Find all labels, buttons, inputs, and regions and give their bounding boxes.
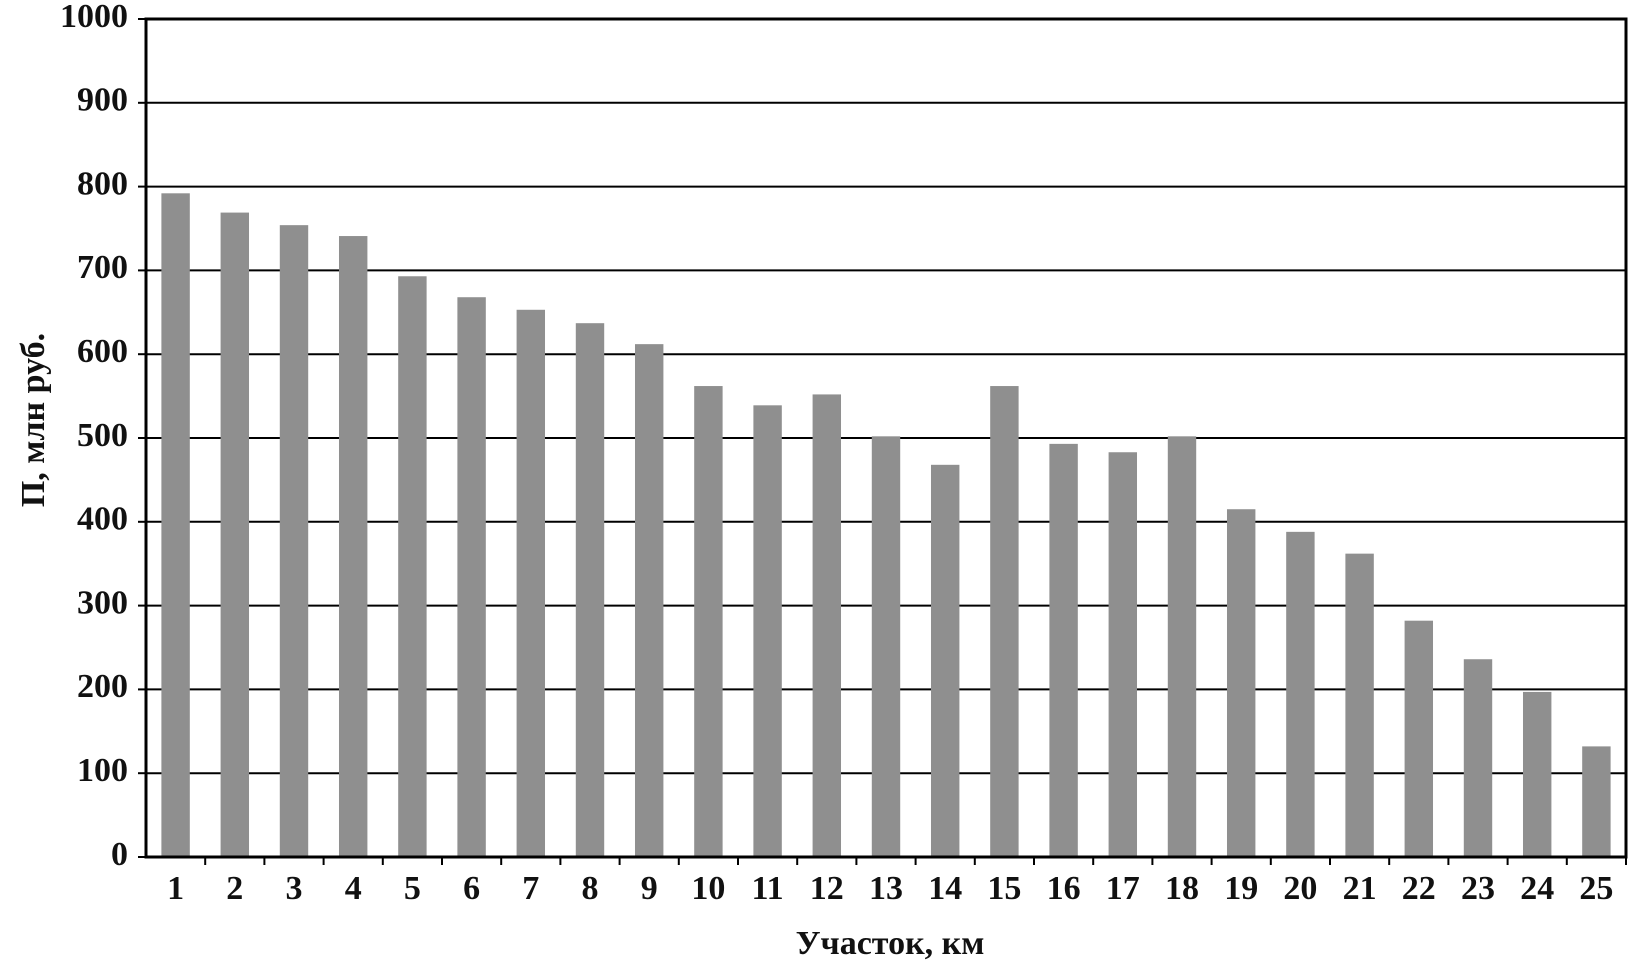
x-tick-label: 24 bbox=[1520, 870, 1554, 907]
x-tick-label: 17 bbox=[1106, 870, 1140, 907]
x-tick-label: 5 bbox=[404, 870, 421, 907]
y-tick-label: 900 bbox=[77, 82, 128, 119]
x-tick-label: 12 bbox=[810, 870, 844, 907]
bar bbox=[1404, 620, 1434, 857]
x-tick-label: 22 bbox=[1402, 870, 1436, 907]
x-tick-label: 7 bbox=[522, 870, 539, 907]
y-tick-label: 600 bbox=[77, 333, 128, 370]
bar bbox=[694, 386, 723, 857]
x-axis-label: Участок, км bbox=[796, 925, 985, 962]
x-tick-label: 21 bbox=[1343, 870, 1377, 907]
bar bbox=[990, 386, 1019, 857]
y-tick-label: 500 bbox=[77, 417, 128, 454]
bar bbox=[161, 193, 190, 857]
x-tick-label: 15 bbox=[987, 870, 1021, 907]
bar bbox=[516, 309, 546, 857]
x-tick-label: 13 bbox=[869, 870, 903, 907]
bar bbox=[812, 394, 842, 857]
x-tick-label: 2 bbox=[226, 870, 243, 907]
bar bbox=[1522, 691, 1552, 857]
y-tick-label: 200 bbox=[77, 668, 128, 705]
bar bbox=[457, 297, 486, 857]
x-tick-label: 6 bbox=[463, 870, 480, 907]
bar bbox=[1463, 659, 1493, 857]
bar bbox=[1108, 452, 1138, 857]
x-tick-label: 1 bbox=[167, 870, 184, 907]
bar bbox=[1167, 436, 1197, 857]
y-tick-label: 300 bbox=[77, 584, 128, 621]
bar bbox=[1226, 509, 1256, 857]
bar bbox=[930, 464, 960, 857]
x-tick-label: 10 bbox=[691, 870, 725, 907]
x-tick-label: 14 bbox=[928, 870, 962, 907]
y-tick-label: 0 bbox=[111, 836, 128, 873]
y-tick-label: 100 bbox=[77, 752, 128, 789]
bar bbox=[634, 344, 664, 857]
bar bbox=[575, 323, 605, 858]
x-tick-label: 20 bbox=[1283, 870, 1317, 907]
y-tick-label: 800 bbox=[77, 165, 128, 202]
bar bbox=[279, 225, 309, 857]
bar bbox=[871, 436, 901, 857]
x-tick-label: 16 bbox=[1047, 870, 1081, 907]
y-tick-label: 1000 bbox=[60, 0, 128, 35]
bar bbox=[398, 276, 427, 857]
bar bbox=[1049, 443, 1078, 857]
y-tick-label: 700 bbox=[77, 249, 128, 286]
y-axis-label: П, млн руб. bbox=[15, 333, 52, 507]
x-tick-label: 8 bbox=[582, 870, 599, 907]
x-tick-label: 9 bbox=[641, 870, 658, 907]
x-tick-label: 4 bbox=[345, 870, 362, 907]
plot-frame bbox=[144, 17, 1628, 859]
bar bbox=[753, 405, 782, 857]
x-tick-label: 18 bbox=[1165, 870, 1199, 907]
x-tick-label: 11 bbox=[752, 870, 784, 907]
x-tick-label: 19 bbox=[1224, 870, 1258, 907]
x-tick-label: 23 bbox=[1461, 870, 1495, 907]
x-tick-label: 25 bbox=[1579, 870, 1613, 907]
bar bbox=[1345, 553, 1374, 857]
y-tick-label: 400 bbox=[77, 501, 128, 538]
bar bbox=[1582, 746, 1611, 857]
bar bbox=[338, 236, 368, 858]
bar bbox=[1286, 531, 1315, 857]
x-tick-label: 3 bbox=[286, 870, 303, 907]
bar bbox=[220, 212, 250, 857]
